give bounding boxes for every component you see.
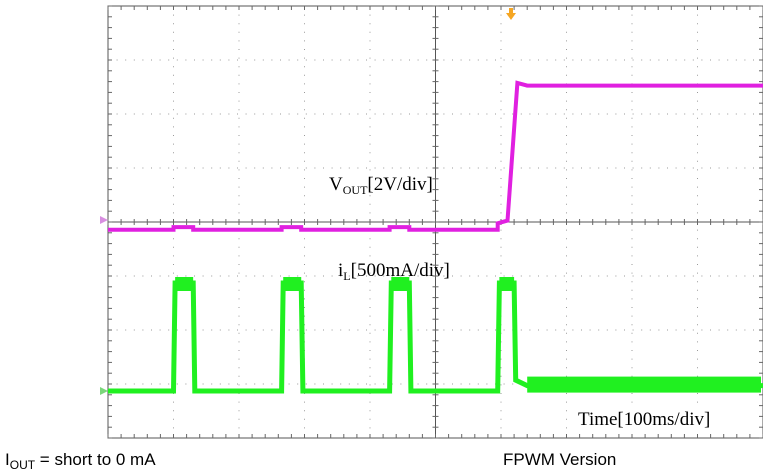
time-label-box (572, 405, 744, 432)
trigger-marker-icon (506, 8, 516, 20)
il-pulse-band (391, 277, 410, 291)
vout-trace (108, 80, 763, 232)
left-caption: IOUT = short to 0 mA (5, 450, 156, 472)
il-pulse-band (499, 277, 515, 291)
traces (108, 80, 763, 394)
il-ripple-band (527, 376, 761, 393)
vout-label: VOUT[2V/div] (329, 174, 433, 197)
right-caption: FPWM Version (503, 450, 616, 469)
il-pulse-band (283, 277, 302, 291)
time-label: Time[100ms/div] (578, 409, 710, 430)
il-pulse-band (175, 277, 194, 291)
vout-ground-marker-icon (100, 216, 108, 224)
il-label: iL[500mA/div] (338, 260, 450, 283)
graticule (107, 5, 763, 439)
il-ground-marker-icon (100, 387, 108, 395)
